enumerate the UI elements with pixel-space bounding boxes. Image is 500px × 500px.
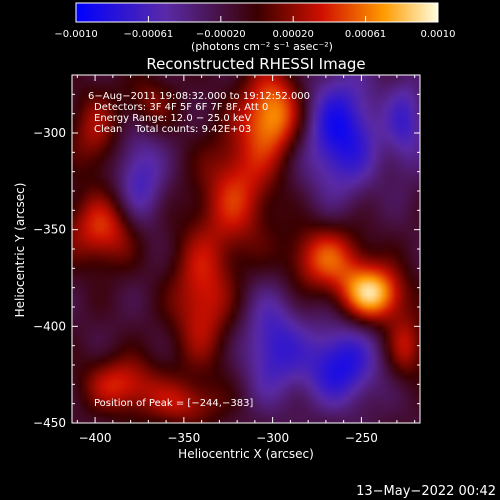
colorbar-tick-label-2: −0.00020 <box>196 29 246 40</box>
footer-timestamp: 13−May−2022 00:42 <box>356 484 496 499</box>
colorbar-units-label: (photons cm⁻² s⁻¹ asec⁻²) <box>191 40 333 53</box>
y-axis-label: Heliocentric Y (arcsec) <box>13 183 27 318</box>
colorbar-tick-label-5: 0.0010 <box>421 29 456 40</box>
x-tick-label-3: −250 <box>345 431 378 445</box>
peak-position-label: Position of Peak = [−244,−383] <box>94 398 253 409</box>
colorbar-tick-label-0: −0.0010 <box>54 29 97 40</box>
chart-title: Reconstructed RHESSI Image <box>146 55 365 73</box>
colorbar-tick-label-4: 0.00061 <box>345 29 386 40</box>
x-axis-label: Heliocentric X (arcsec) <box>178 447 314 461</box>
colorbar: −0.0010 −0.00061 −0.00020 0.00020 0.00061 0.0… <box>54 2 456 53</box>
colorbar-tick-label-3: 0.00020 <box>273 29 314 40</box>
heatmap-raster <box>72 75 420 423</box>
x-axis: −400 −350 −300 −250 <box>76 75 416 445</box>
x-tick-label-2: −300 <box>256 431 289 445</box>
annotation-block: 6−Aug−2011 19:08:32.000 to 19:12:52.000 … <box>88 91 310 135</box>
x-tick-label-1: −350 <box>167 431 200 445</box>
colorbar-tick-label-1: −0.00061 <box>124 29 174 40</box>
y-tick-label-3: −450 <box>33 416 66 430</box>
y-axis: −300 −350 −400 −450 <box>33 93 420 430</box>
y-tick-label-0: −300 <box>33 126 66 140</box>
annotation-time-range: 6−Aug−2011 19:08:32.000 to 19:12:52.000 <box>88 91 310 102</box>
x-tick-label-0: −400 <box>79 431 112 445</box>
annotation-energy-range: Energy Range: 12.0 − 25.0 keV <box>94 113 251 124</box>
y-tick-label-1: −350 <box>33 223 66 237</box>
annotation-detectors: Detectors: 3F 4F 5F 6F 7F 8F, Att 0 <box>94 102 268 113</box>
colorbar-gradient <box>75 2 439 23</box>
y-tick-label-2: −400 <box>33 319 66 333</box>
colorbar-ticks: −0.0010 −0.00061 −0.00020 0.00020 0.00061 0.0… <box>54 16 456 40</box>
annotation-clean-counts: Clean Total counts: 9.42E+03 <box>94 124 251 135</box>
